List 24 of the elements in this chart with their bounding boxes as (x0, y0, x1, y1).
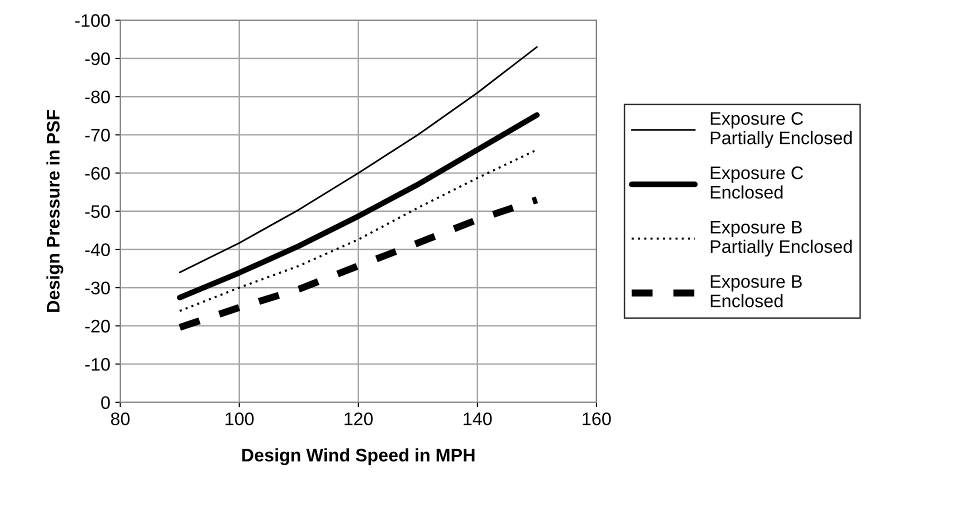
legend-label: Exposure B Enclosed (710, 275, 802, 308)
legend-label: Exposure C Partially Enclosed (710, 112, 852, 148)
x-tick-label: 160 (582, 412, 611, 426)
x-tick-label: 100 (226, 412, 254, 426)
y-tick-label: -70 (85, 128, 110, 142)
y-tick-label: -60 (85, 166, 110, 180)
y-tick-label: 0 (101, 396, 110, 409)
x-axis-title: Design Wind Speed in MPH (242, 448, 474, 466)
x-tick-label: 120 (344, 412, 373, 426)
legend-label: Exposure B Partially Enclosed (710, 220, 852, 257)
line-series (178, 148, 538, 312)
y-tick-label: -40 (85, 243, 110, 256)
legend-label: Exposure C Enclosed (710, 166, 804, 199)
x-tick-label: 80 (110, 412, 130, 426)
y-tick-label: -100 (75, 14, 110, 27)
y-tick-label: -80 (85, 90, 110, 104)
line-series (178, 46, 538, 274)
y-tick-label: -90 (85, 52, 110, 66)
y-tick-label: -20 (85, 320, 110, 333)
x-tick-label: 140 (464, 412, 492, 426)
y-tick-label: -10 (85, 358, 110, 371)
y-axis-title: Design Pressure in PSF (46, 110, 64, 312)
y-tick-label: -30 (85, 282, 110, 294)
y-tick-label: -50 (85, 205, 110, 218)
